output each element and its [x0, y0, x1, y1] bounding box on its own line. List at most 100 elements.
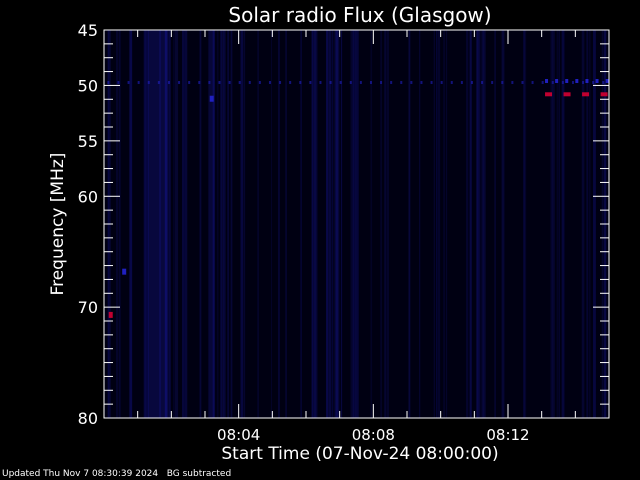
noise-streak [478, 30, 481, 418]
noise-streak [212, 30, 215, 418]
interference-dot [450, 80, 453, 84]
noise-streak [387, 30, 389, 418]
noise-streak [352, 30, 354, 418]
interference-dot [228, 80, 231, 84]
interference-dot [268, 80, 271, 84]
burst-mark [122, 268, 127, 275]
noise-streak [331, 30, 334, 418]
interference-dot [218, 80, 221, 84]
interference-dot [329, 80, 332, 84]
noise-streak [118, 30, 121, 418]
interference-dot [571, 80, 574, 84]
interference-dot [531, 80, 534, 84]
interference-dot [380, 80, 383, 84]
interference-dot [248, 80, 251, 84]
noise-streak [184, 30, 188, 418]
noise-streak [220, 30, 222, 418]
interference-dot [565, 78, 569, 83]
noise-streak [164, 30, 168, 418]
noise-streak [145, 30, 147, 418]
noise-streak [370, 30, 373, 418]
interference-dot [147, 80, 150, 84]
interference-dot [585, 78, 589, 83]
interference-dot [299, 80, 302, 84]
interference-dot [319, 80, 322, 84]
noise-streak [433, 30, 435, 418]
x-tick-label: 08:04 [217, 426, 260, 444]
noise-streak [483, 30, 486, 418]
interference-dot [258, 80, 261, 84]
noise-streak [523, 30, 525, 418]
noise-streak [355, 30, 359, 418]
y-tick-label: 50 [78, 76, 98, 95]
noise-streak [550, 30, 553, 418]
noise-streak [477, 30, 479, 418]
noise-streak [436, 30, 438, 418]
noise-streak [285, 30, 287, 418]
interference-dash [545, 92, 553, 97]
noise-streak [353, 30, 355, 418]
chart-title: Solar radio Flux (Glasgow) [228, 3, 492, 27]
noise-streak [216, 30, 219, 418]
y-axis-label: Frequency [MHz] [48, 152, 68, 296]
footer: Updated Thu Nov 7 08:30:39 2024 BG subtr… [2, 469, 231, 479]
noise-streak [146, 30, 149, 418]
x-axis-label: Start Time (07-Nov-24 08:00:00) [221, 444, 499, 464]
x-tick-label: 08:12 [486, 426, 529, 444]
interference-dot [137, 80, 140, 84]
y-tick-label: 55 [78, 132, 98, 151]
interference-dot [521, 80, 524, 84]
interference-dot [359, 80, 362, 84]
noise-streak [278, 30, 280, 418]
interference-dot [339, 80, 342, 84]
interference-dot [188, 80, 191, 84]
noise-streak [586, 30, 589, 418]
interference-dot [400, 80, 403, 84]
interference-dot [208, 80, 211, 84]
interference-dot [178, 80, 181, 84]
noise-streak [354, 30, 357, 418]
noise-streak [116, 30, 118, 418]
interference-dot [582, 80, 585, 84]
interference-dot [107, 80, 110, 84]
emission-band [336, 30, 340, 418]
noise-streak [437, 30, 441, 418]
noise-streak [159, 30, 162, 418]
interference-dot [501, 80, 504, 84]
bg-note: BG subtracted [166, 469, 232, 479]
noise-streak [380, 30, 382, 418]
y-tick-label: 80 [78, 409, 98, 428]
emission-band [147, 30, 168, 418]
noise-streak [384, 30, 387, 418]
noise-streak [199, 30, 202, 418]
noise-streak [558, 30, 560, 418]
noise-streak [469, 30, 472, 418]
noise-streak [593, 30, 596, 418]
interference-dot [470, 80, 473, 84]
interference-dot [390, 80, 393, 84]
noise-streak [562, 30, 565, 418]
interference-dot [551, 80, 554, 84]
noise-streak [326, 30, 328, 418]
interference-dot [541, 80, 544, 84]
y-tick-label: 60 [78, 187, 98, 206]
interference-dot [420, 80, 423, 84]
noise-streak [494, 30, 496, 418]
noise-streak [476, 30, 478, 418]
noise-streak [143, 30, 147, 418]
noise-streak [240, 30, 244, 418]
interference-dot [117, 80, 120, 84]
noise-streak [257, 30, 259, 418]
burst-mark [108, 311, 113, 318]
noise-streak [181, 30, 185, 418]
noise-streak [312, 30, 315, 418]
interference-dash [582, 92, 590, 97]
noise-streak [222, 30, 226, 418]
noise-streak [227, 30, 230, 418]
noise-streak [419, 30, 421, 418]
interference-dot [555, 78, 559, 83]
noise-streak [445, 30, 448, 418]
noise-streak [350, 30, 352, 418]
noise-streak [581, 30, 585, 418]
